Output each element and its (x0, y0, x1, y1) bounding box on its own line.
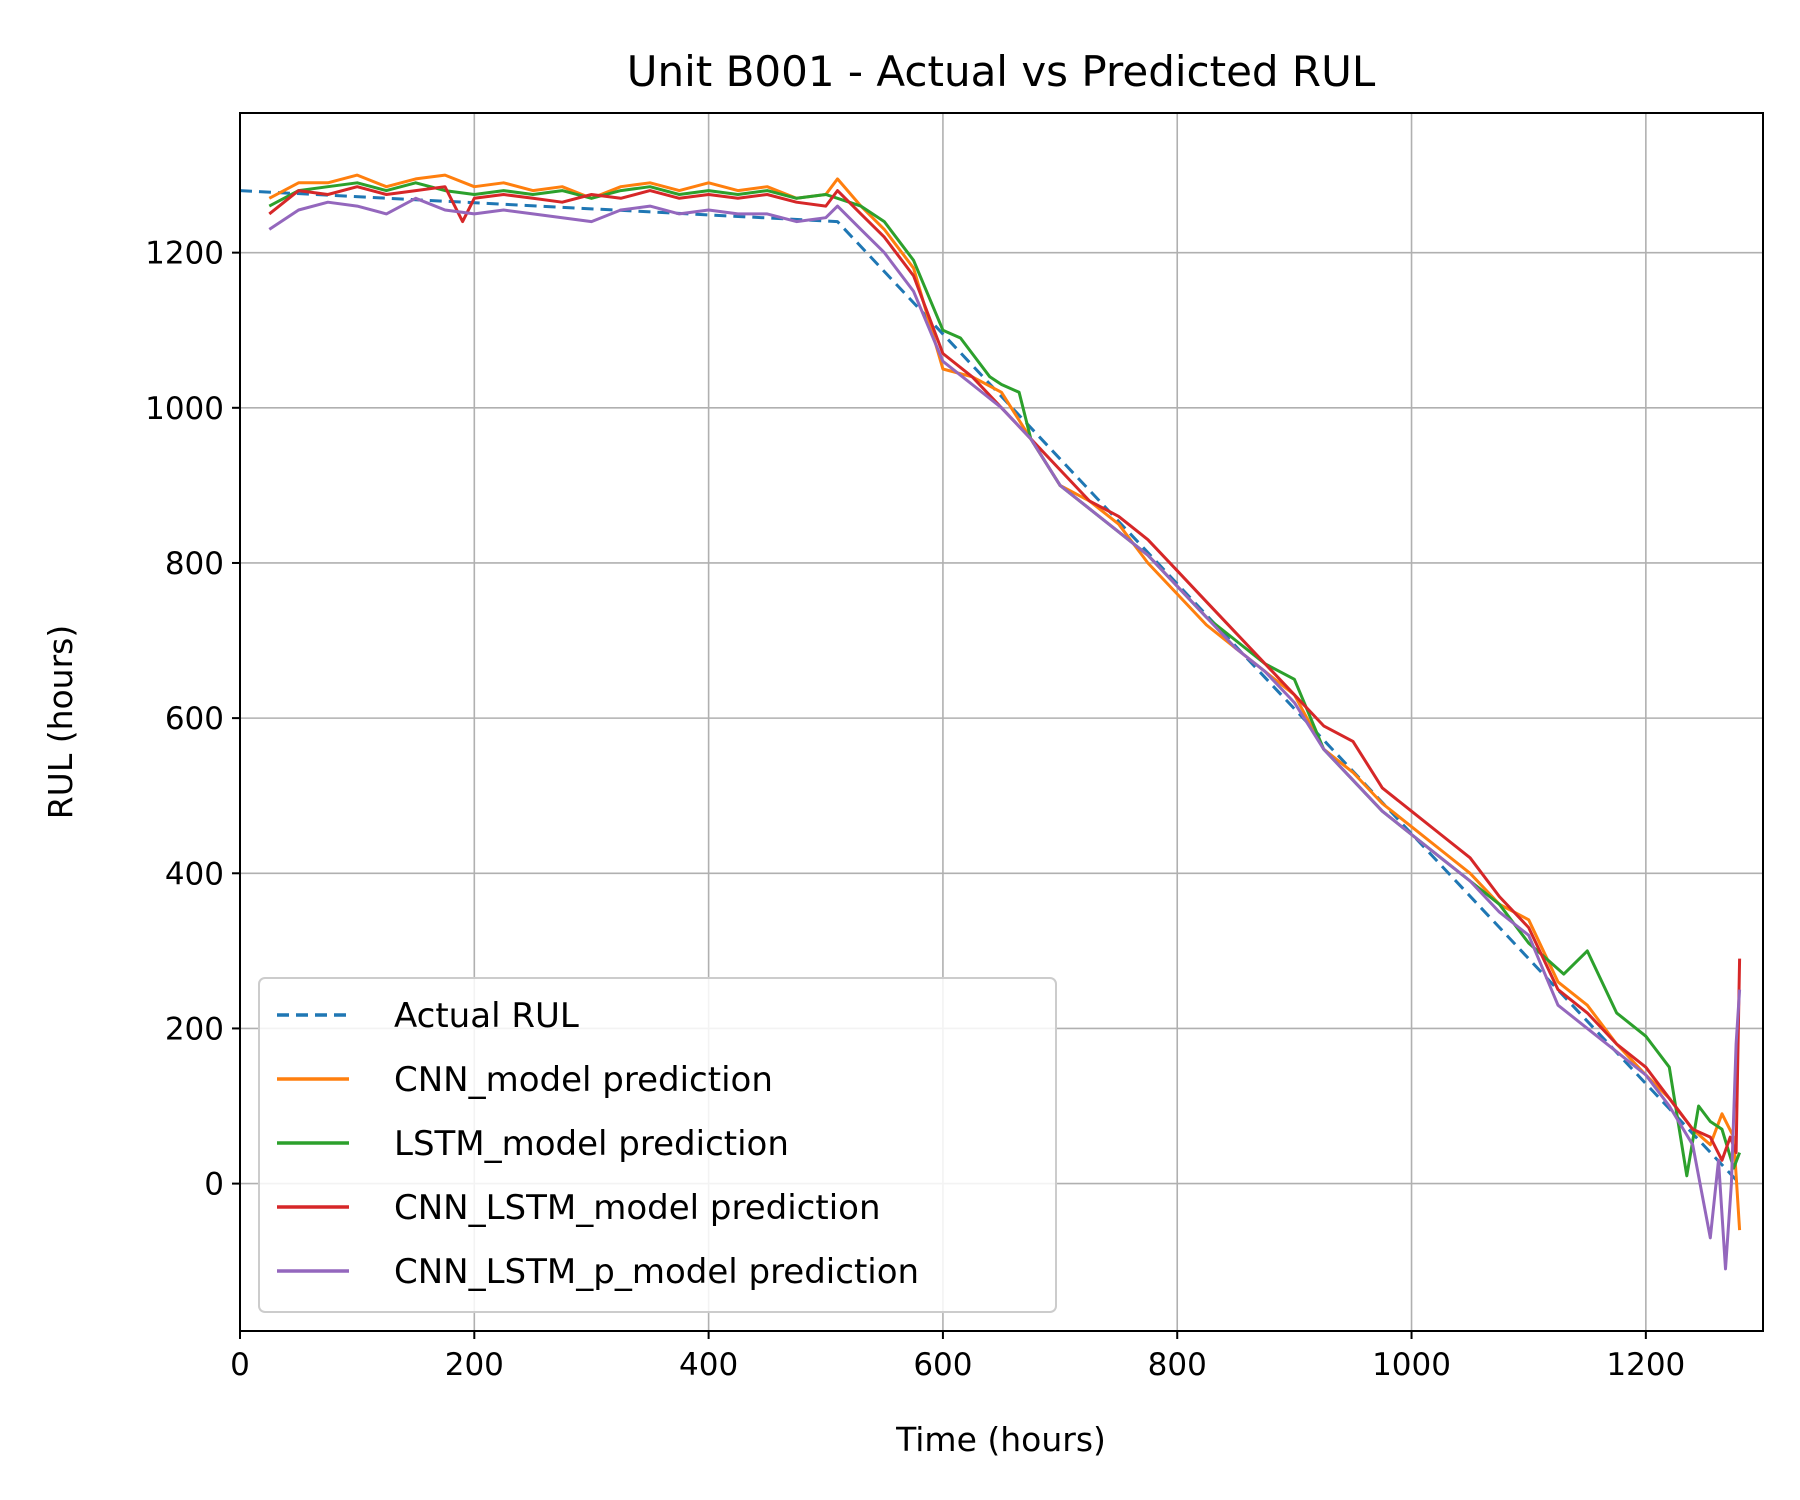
x-axis-label: Time (hours) (895, 1420, 1106, 1459)
series-line (268, 181, 1742, 1178)
x-tick-label: 600 (913, 1347, 972, 1383)
x-tick-label: 800 (1148, 1347, 1207, 1383)
y-axis-label: RUL (hours) (41, 625, 80, 820)
legend-box (258, 977, 1057, 1313)
legend: Actual RUL CNN_model prediction LSTM_model… (258, 977, 1057, 1313)
x-tick-label: 200 (445, 1347, 504, 1383)
y-tick-label: 1000 (145, 391, 224, 427)
chart-title: Unit B001 - Actual vs Predicted RUL (627, 47, 1376, 96)
series-line (239, 189, 1741, 1185)
legend-label: LSTM_model prediction (394, 1124, 789, 1164)
y-tick-label: 200 (165, 1011, 224, 1047)
y-tick-label: 1200 (145, 236, 224, 272)
y-tick-label: 400 (165, 856, 224, 892)
plot-frame (239, 112, 1764, 1332)
y-tick-label: 600 (165, 701, 224, 737)
legend-label: CNN_LSTM_p_model prediction (394, 1252, 919, 1292)
legend-label: Actual RUL (394, 996, 579, 1036)
x-tick-label: 400 (679, 1347, 738, 1383)
x-tick-label: 1200 (1606, 1347, 1685, 1383)
x-tick-label: 1000 (1372, 1347, 1451, 1383)
axis-ticks: 0 200 400 600 800 1000 1200 0 200 400 600 800 1000 12… (145, 236, 1685, 1383)
legend-label: CNN_model prediction (394, 1060, 773, 1100)
y-tick-label: 0 (204, 1167, 224, 1203)
legend-label: CNN_LSTM_model prediction (394, 1188, 881, 1228)
series-line (268, 196, 1742, 1271)
series-lines (239, 173, 1742, 1271)
x-tick-label: 0 (230, 1347, 250, 1383)
y-tick-label: 800 (165, 546, 224, 582)
